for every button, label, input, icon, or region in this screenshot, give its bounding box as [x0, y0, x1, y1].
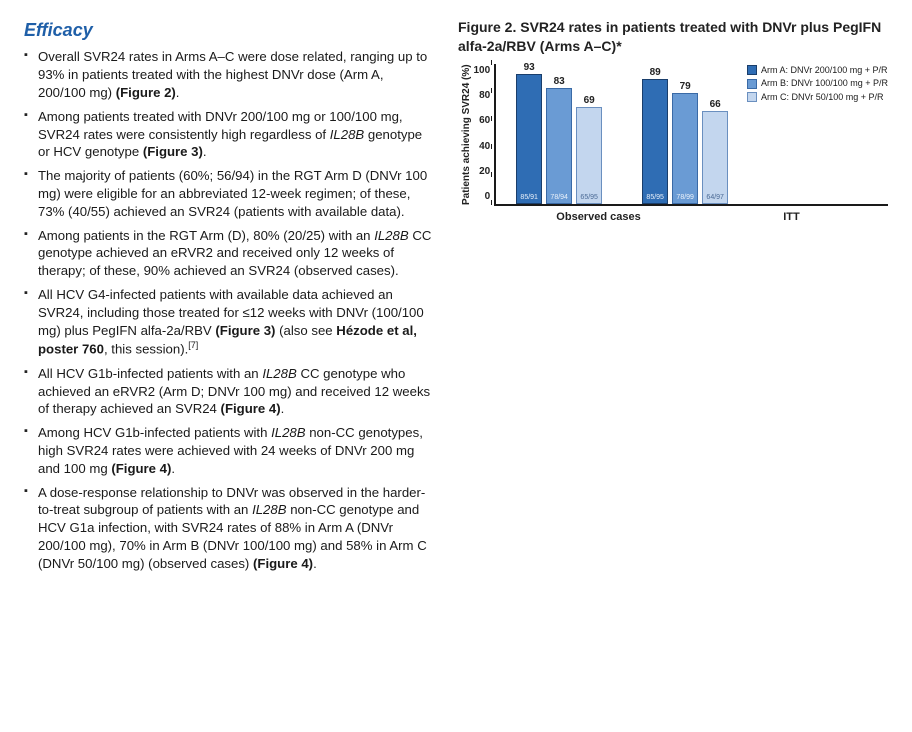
- y-tick: 100: [474, 64, 491, 78]
- bullet-item: All HCV G4-infected patients with availa…: [24, 286, 434, 359]
- bullet-item: Overall SVR24 rates in Arms A–C were dos…: [24, 48, 434, 101]
- y-tick: 60: [474, 114, 491, 128]
- figure-title: Figure 2. SVR24 rates in patients treate…: [458, 18, 888, 56]
- figure-column: Figure 2. SVR24 rates in patients treate…: [458, 18, 888, 225]
- bullet-item: A dose-response relationship to DNVr was…: [24, 484, 434, 573]
- bar-value-label: 66: [703, 98, 727, 112]
- bar: 7978/99: [672, 93, 698, 204]
- y-tick: 20: [474, 165, 491, 179]
- bar-n-label: 85/95: [643, 194, 667, 201]
- bar-value-label: 69: [577, 94, 601, 108]
- bar: 6664/97: [702, 111, 728, 203]
- bar-n-label: 64/97: [703, 194, 727, 201]
- plot-area: 9385/918378/946965/958985/957978/996664/…: [494, 64, 888, 206]
- bullet-item: The majority of patients (60%; 56/94) in…: [24, 167, 434, 220]
- chart-area: Arm A: DNVr 200/100 mg + P/RArm B: DNVr …: [458, 64, 888, 225]
- bar-n-label: 85/91: [517, 194, 541, 201]
- efficacy-column: Efficacy Overall SVR24 rates in Arms A–C…: [24, 18, 434, 579]
- section-heading: Efficacy: [24, 18, 434, 42]
- x-axis-label: ITT: [715, 210, 868, 225]
- bullet-item: Among HCV G1b-infected patients with IL2…: [24, 424, 434, 477]
- bar-group: 9385/918378/946965/95: [516, 74, 602, 204]
- bar-value-label: 83: [547, 75, 571, 89]
- bar-group: 8985/957978/996664/97: [642, 79, 728, 204]
- y-tick: 40: [474, 140, 491, 154]
- bar-n-label: 78/99: [673, 194, 697, 201]
- chart: Patients achieving SVR24 (%) 100 80 60 40 20…: [458, 64, 888, 206]
- bullet-item: Among patients in the RGT Arm (D), 80% (…: [24, 227, 434, 280]
- bar-value-label: 93: [517, 61, 541, 75]
- bullet-item: All HCV G1b-infected patients with an IL…: [24, 365, 434, 418]
- x-axis-label: Observed cases: [522, 210, 675, 225]
- y-tick: 80: [474, 89, 491, 103]
- bar: 9385/91: [516, 74, 542, 204]
- bullet-item: Among patients treated with DNVr 200/100…: [24, 108, 434, 161]
- x-axis-labels: Observed cases ITT: [502, 206, 888, 225]
- y-axis-label: Patients achieving SVR24 (%): [458, 64, 474, 206]
- y-tick: 0: [474, 190, 491, 204]
- bar: 8985/95: [642, 79, 668, 204]
- bar: 6965/95: [576, 107, 602, 204]
- bar-n-label: 78/94: [547, 194, 571, 201]
- bar-value-label: 89: [643, 66, 667, 80]
- bullet-list: Overall SVR24 rates in Arms A–C were dos…: [24, 48, 434, 572]
- bar: 8378/94: [546, 88, 572, 204]
- bar-value-label: 79: [673, 80, 697, 94]
- bar-n-label: 65/95: [577, 194, 601, 201]
- y-axis-ticks: 100 80 60 40 20 0: [474, 64, 495, 204]
